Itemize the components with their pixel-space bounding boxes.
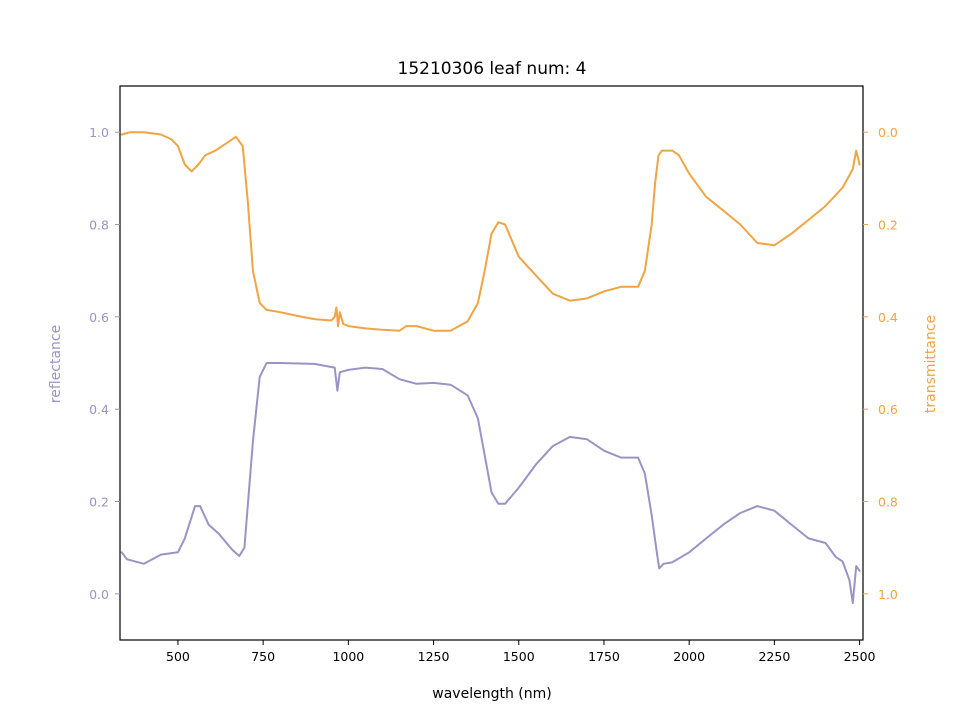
y-right-tick-label: 0.4: [878, 310, 898, 325]
y-right-tick-label: 0.6: [878, 402, 898, 417]
x-tick-label: 1750: [588, 649, 620, 664]
x-tick-label: 750: [251, 649, 275, 664]
y-right-tick-label: 0.2: [878, 218, 898, 233]
y-left-tick-label: 0.4: [89, 402, 109, 417]
x-axis-label: wavelength (nm): [432, 686, 551, 702]
y-right-tick-label: 1.0: [878, 587, 898, 602]
x-tick-label: 2000: [673, 649, 705, 664]
y-left-tick-label: 0.2: [89, 495, 109, 510]
y-left-tick-label: 0.6: [89, 310, 109, 325]
x-tick-label: 500: [166, 649, 190, 664]
y-right-tick-label: 0.8: [878, 495, 898, 510]
reflectance-line: [120, 362, 861, 605]
series-layer: [120, 131, 861, 605]
y-axis-right: 0.0 0.2 0.4 0.6 0.8 1.0: [863, 125, 898, 602]
y-axis-left: 0.0 0.2 0.4 0.6 0.8 1.0: [89, 125, 120, 602]
y-axis-left-label: reflectance: [48, 325, 64, 403]
y-axis-right-label: transmittance: [923, 315, 939, 413]
x-tick-label: 1250: [418, 649, 450, 664]
x-tick-label: 2250: [758, 649, 790, 664]
transmittance-line: [120, 131, 861, 332]
x-tick-label: 1000: [332, 649, 364, 664]
chart-title: 15210306 leaf num: 4: [398, 59, 587, 79]
x-tick-label: 2500: [844, 649, 876, 664]
y-left-tick-label: 0.8: [89, 218, 109, 233]
y-left-tick-label: 0.0: [89, 587, 109, 602]
y-right-tick-label: 0.0: [878, 125, 898, 140]
plot-frame: [119, 85, 864, 641]
x-tick-label: 1500: [503, 649, 535, 664]
y-left-tick-label: 1.0: [89, 125, 109, 140]
x-axis: 500 750 1000 1250 1500 1750 2000 2250 2500: [166, 640, 876, 664]
